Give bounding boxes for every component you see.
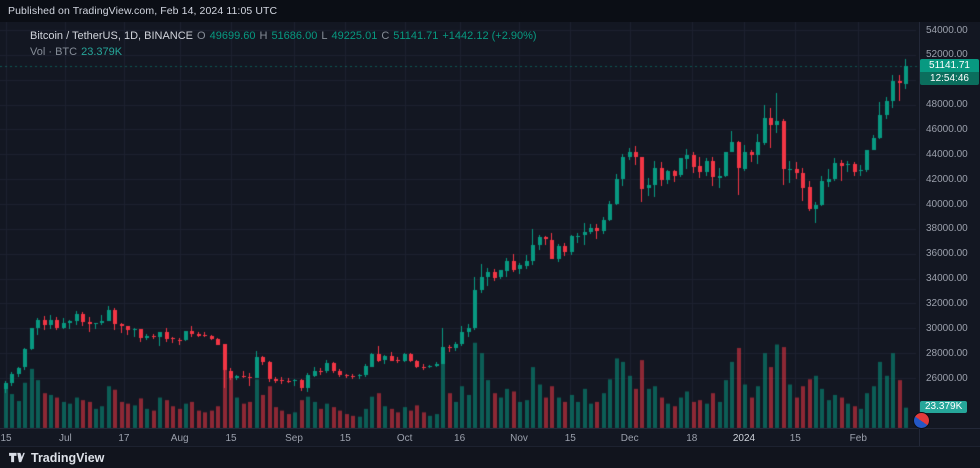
- tradingview-logo-icon: [8, 451, 25, 464]
- volume-axis-badge: 23.379K: [920, 400, 968, 413]
- volume-label[interactable]: Vol · BTC: [30, 46, 78, 58]
- time-tick-label: 15: [564, 433, 576, 444]
- time-tick-label: 16: [454, 433, 466, 444]
- legend-ohlc-row: Bitcoin / TetherUS, 1D, BINANCE O 49699.…: [30, 28, 541, 44]
- close-label: C: [381, 30, 390, 42]
- publish-bar-text: Published on TradingView.com, Feb 14, 20…: [8, 5, 278, 17]
- last-price-badge: 51141.71 12:54:46: [920, 58, 979, 85]
- price-axis-separator: [919, 22, 920, 447]
- time-tick-label: Aug: [170, 433, 189, 444]
- price-tick-label: 26000.00: [926, 372, 968, 384]
- time-tick-label: Jul: [58, 433, 72, 444]
- low-label: L: [321, 30, 328, 42]
- publish-bar: Published on TradingView.com, Feb 14, 20…: [0, 0, 980, 22]
- price-tick-label: 36000.00: [926, 248, 968, 260]
- price-tick-label: 52000.00: [926, 49, 968, 61]
- price-tick-label: 38000.00: [926, 223, 968, 235]
- close-value: 51141.71: [393, 30, 439, 42]
- time-tick-label: 15: [339, 433, 351, 444]
- legend-volume-row: Vol · BTC 23.379K: [30, 44, 541, 60]
- time-tick-label: Dec: [620, 433, 639, 444]
- price-tick-label: 42000.00: [926, 173, 968, 185]
- change-value: +1442.12 (+2.90%): [442, 30, 537, 42]
- time-tick-label: Oct: [396, 433, 413, 444]
- time-tick-label: 18: [686, 433, 698, 444]
- time-tick-label: 15: [789, 433, 801, 444]
- volume-value: 23.379K: [81, 46, 123, 58]
- open-label: O: [197, 30, 206, 42]
- price-tick-label: 32000.00: [926, 297, 968, 309]
- low-value: 49225.01: [331, 30, 378, 42]
- time-tick-label: Feb: [849, 433, 867, 444]
- time-tick-label: 15: [0, 433, 12, 444]
- last-price-value: 51141.71: [920, 58, 979, 72]
- open-value: 49699.60: [209, 30, 256, 42]
- publisher-logo-icon[interactable]: [914, 413, 929, 428]
- tradingview-brand[interactable]: TradingView: [31, 450, 105, 465]
- high-value: 51686.00: [271, 30, 318, 42]
- price-tick-label: 54000.00: [926, 24, 968, 36]
- bar-countdown: 12:54:46: [920, 71, 979, 85]
- time-tick-label: 17: [118, 433, 130, 444]
- time-axis-separator: [0, 428, 980, 429]
- symbol-legend: Bitcoin / TetherUS, 1D, BINANCE O 49699.…: [30, 28, 541, 60]
- price-tick-label: 30000.00: [926, 322, 968, 334]
- price-tick-label: 48000.00: [926, 99, 968, 111]
- symbol-title[interactable]: Bitcoin / TetherUS, 1D, BINANCE: [30, 30, 194, 42]
- price-tick-label: 34000.00: [926, 273, 968, 285]
- time-tick-label: 2024: [732, 433, 756, 444]
- time-tick-label: Nov: [510, 433, 528, 444]
- high-label: H: [259, 30, 268, 42]
- price-tick-label: 40000.00: [926, 198, 968, 210]
- time-tick-label: 15: [225, 433, 237, 444]
- price-tick-label: 46000.00: [926, 123, 968, 135]
- price-tick-label: 44000.00: [926, 148, 968, 160]
- time-tick-label: Sep: [285, 433, 303, 444]
- price-tick-label: 28000.00: [926, 347, 968, 359]
- footer-bar: TradingView: [0, 446, 980, 468]
